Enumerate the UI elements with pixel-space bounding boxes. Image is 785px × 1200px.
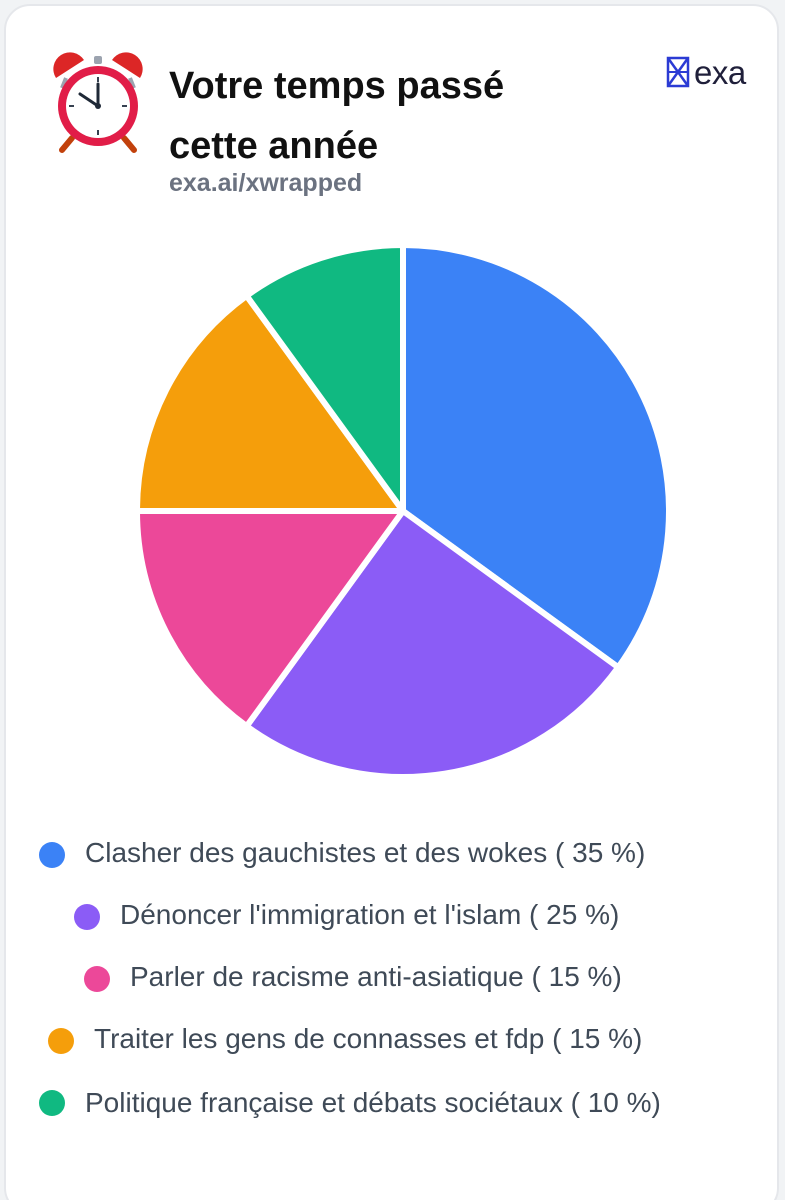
legend-swatch xyxy=(39,1090,65,1116)
legend-item: Politique française et débats sociétaux … xyxy=(39,1084,744,1122)
alarm-clock-icon xyxy=(53,52,143,153)
legend-label: Dénoncer l'immigration et l'islam ( 25 %… xyxy=(120,899,620,930)
legend-swatch xyxy=(84,966,110,992)
pie-slice xyxy=(134,508,406,730)
card-subtitle: exa.ai/xwrapped xyxy=(169,169,363,197)
legend-item: Dénoncer l'immigration et l'islam ( 25 %… xyxy=(74,896,619,934)
wrapped-card: Votre temps passé cette année exa.ai/xwr… xyxy=(4,4,779,1200)
card-title: Votre temps passé cette année xyxy=(169,65,505,167)
legend-item: Parler de racisme anti-asiatique ( 15 %) xyxy=(84,958,622,996)
legend-label: Politique française et débats sociétaux … xyxy=(85,1087,661,1118)
legend-swatch xyxy=(74,904,100,930)
legend-item: Clasher des gauchistes et des wokes ( 35… xyxy=(39,834,645,872)
exa-brand: exa xyxy=(666,52,746,92)
exa-logo-icon xyxy=(666,56,690,88)
legend-swatch xyxy=(39,842,65,868)
legend-label: Parler de racisme anti-asiatique ( 15 %) xyxy=(130,961,622,992)
legend-label: Clasher des gauchistes et des wokes ( 35… xyxy=(85,837,646,868)
pie-slice xyxy=(134,292,406,514)
legend-label: Traiter les gens de connasses et fdp ( 1… xyxy=(94,1023,643,1054)
legend-item: Traiter les gens de connasses et fdp ( 1… xyxy=(48,1020,642,1058)
pie-slice xyxy=(243,242,406,514)
pie-slice xyxy=(400,242,672,671)
brand-name: exa xyxy=(694,53,746,91)
legend-swatch xyxy=(48,1028,74,1054)
pie-chart xyxy=(134,242,672,780)
pie-slice xyxy=(243,508,622,780)
